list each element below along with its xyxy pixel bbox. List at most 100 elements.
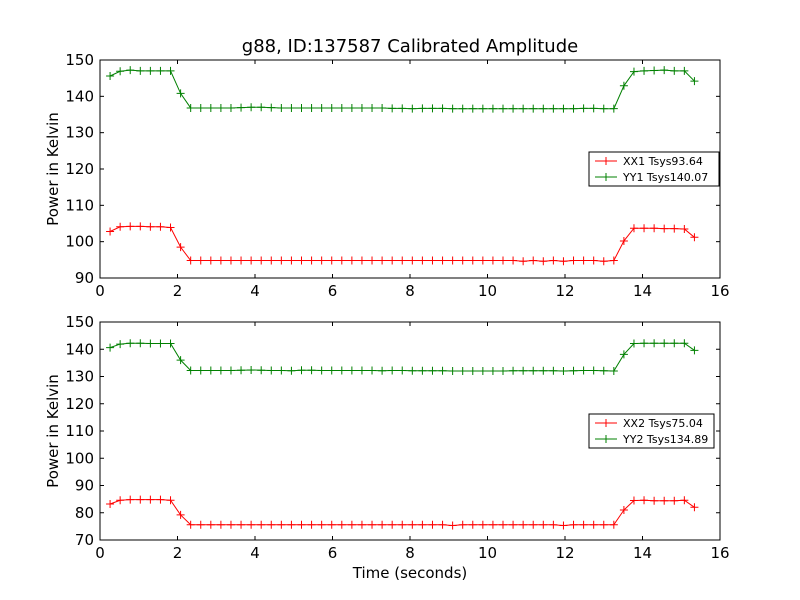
data-point bbox=[247, 520, 256, 529]
data-point bbox=[257, 520, 266, 529]
data-point bbox=[418, 104, 427, 113]
data-point bbox=[357, 103, 366, 112]
data-point bbox=[337, 520, 346, 529]
data-point bbox=[579, 256, 588, 265]
data-point bbox=[146, 222, 155, 231]
data-point bbox=[327, 520, 336, 529]
data-point bbox=[640, 66, 649, 75]
data-point bbox=[478, 367, 487, 376]
data-point bbox=[569, 520, 578, 529]
data-point bbox=[186, 103, 195, 112]
data-point bbox=[267, 520, 276, 529]
data-point bbox=[166, 223, 175, 232]
data-point bbox=[126, 222, 135, 231]
data-point bbox=[136, 495, 145, 504]
y-tick-label: 100 bbox=[65, 449, 94, 467]
data-point bbox=[569, 256, 578, 265]
data-point bbox=[287, 366, 296, 375]
data-point bbox=[368, 366, 377, 375]
data-point bbox=[680, 224, 689, 233]
data-point bbox=[116, 496, 125, 505]
data-point bbox=[247, 256, 256, 265]
data-point bbox=[116, 340, 125, 349]
data-point bbox=[237, 520, 246, 529]
data-point bbox=[539, 366, 548, 375]
data-point bbox=[549, 520, 558, 529]
data-point bbox=[670, 496, 679, 505]
data-point bbox=[670, 224, 679, 233]
data-point bbox=[629, 224, 638, 233]
data-point bbox=[458, 256, 467, 265]
data-point bbox=[428, 366, 437, 375]
data-point bbox=[267, 366, 276, 375]
data-point bbox=[680, 339, 689, 348]
data-point bbox=[418, 520, 427, 529]
data-point bbox=[458, 367, 467, 376]
data-point bbox=[660, 224, 669, 233]
data-point bbox=[277, 256, 286, 265]
legend-box bbox=[588, 413, 715, 449]
data-point bbox=[368, 520, 377, 529]
data-point bbox=[226, 103, 235, 112]
data-point bbox=[317, 366, 326, 375]
data-point bbox=[357, 366, 366, 375]
legend-label: XX2 Tsys75.04 bbox=[623, 417, 703, 430]
data-point bbox=[206, 256, 215, 265]
data-point bbox=[327, 366, 336, 375]
data-point bbox=[388, 256, 397, 265]
data-point bbox=[670, 339, 679, 348]
data-point bbox=[287, 103, 296, 112]
data-point bbox=[277, 103, 286, 112]
data-point bbox=[216, 103, 225, 112]
x-tick-label: 12 bbox=[555, 282, 574, 300]
data-point bbox=[438, 104, 447, 113]
data-point bbox=[327, 103, 336, 112]
data-point bbox=[589, 366, 598, 375]
data-point bbox=[277, 520, 286, 529]
data-point bbox=[448, 256, 457, 265]
data-point bbox=[539, 520, 548, 529]
data-point bbox=[337, 256, 346, 265]
data-point bbox=[478, 104, 487, 113]
data-point bbox=[680, 66, 689, 75]
data-point bbox=[579, 366, 588, 375]
y-tick-label: 120 bbox=[65, 395, 94, 413]
data-point bbox=[438, 256, 447, 265]
data-point bbox=[619, 506, 628, 515]
data-point bbox=[589, 104, 598, 113]
x-tick-label: 14 bbox=[633, 282, 652, 300]
y-tick-label: 130 bbox=[65, 368, 94, 386]
data-point bbox=[277, 366, 286, 375]
data-point bbox=[589, 520, 598, 529]
data-point bbox=[337, 103, 346, 112]
x-tick-label: 4 bbox=[250, 544, 260, 562]
data-point bbox=[468, 520, 477, 529]
data-point bbox=[629, 67, 638, 76]
data-point bbox=[267, 256, 276, 265]
data-point bbox=[166, 496, 175, 505]
x-axis-label: Time (seconds) bbox=[352, 564, 468, 582]
data-point bbox=[307, 366, 316, 375]
data-point bbox=[368, 256, 377, 265]
data-point bbox=[176, 89, 185, 98]
data-point bbox=[509, 366, 518, 375]
data-point bbox=[609, 104, 618, 113]
x-tick-label: 10 bbox=[478, 282, 497, 300]
data-point bbox=[166, 66, 175, 75]
data-point bbox=[176, 356, 185, 365]
data-point bbox=[388, 366, 397, 375]
data-point bbox=[307, 256, 316, 265]
data-point bbox=[368, 103, 377, 112]
data-point bbox=[599, 104, 608, 113]
x-tick-label: 0 bbox=[95, 282, 105, 300]
data-point bbox=[126, 339, 135, 348]
data-point bbox=[106, 71, 115, 80]
data-point bbox=[690, 77, 699, 86]
y-tick-label: 120 bbox=[65, 160, 94, 178]
legend-marker bbox=[602, 435, 610, 443]
data-point bbox=[196, 256, 205, 265]
data-point bbox=[660, 496, 669, 505]
data-point bbox=[116, 222, 125, 231]
data-point bbox=[629, 339, 638, 348]
